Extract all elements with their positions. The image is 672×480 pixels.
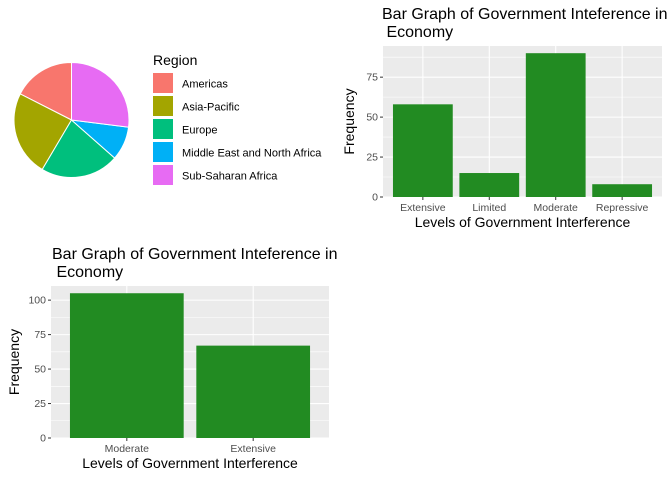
y-tick-label: 0 <box>40 433 46 445</box>
x-axis-title: Levels of Government Interference <box>82 455 298 471</box>
y-axis-title: Frequency <box>341 88 357 154</box>
pie-slice-sub-saharan-africa <box>71 61 130 128</box>
x-tick-label: Moderate <box>534 202 579 214</box>
x-axis-title: Levels of Government Interference <box>415 214 631 230</box>
legend-label: Middle East and North Africa <box>182 148 322 160</box>
legend-label: Asia-Pacific <box>182 102 240 114</box>
y-tick-label: 25 <box>366 152 378 164</box>
chart-title: Bar Graph of Government Inteference in E… <box>52 246 337 281</box>
legend-key <box>153 142 173 162</box>
legend-key <box>153 73 173 93</box>
bar-moderate <box>69 293 184 438</box>
pie-chart <box>13 61 130 178</box>
bar-moderate <box>525 53 586 197</box>
pie-slice-asia-pacific <box>13 93 73 171</box>
y-tick-label: 50 <box>366 112 378 124</box>
bar-chart-top: 0 25 50 75 Extensive Limited Moderate Repressiv… <box>341 6 667 230</box>
y-tick-label: 25 <box>34 398 46 410</box>
pie-slice-americas <box>19 61 72 121</box>
legend-label: Europe <box>182 125 217 137</box>
bar-repressive <box>592 184 653 197</box>
legend-key <box>153 96 173 116</box>
chart-title: Bar Graph of Government Inteference in E… <box>382 6 667 41</box>
bar-extensive <box>196 345 311 438</box>
y-axis-title: Frequency <box>6 329 22 395</box>
legend-label: Americas <box>182 79 228 91</box>
legend-label: Sub-Saharan Africa <box>182 171 278 183</box>
y-tick-label: 50 <box>34 364 46 376</box>
pie-legend: Region Americas Asia-Pacific Europe Middle E… <box>153 52 322 185</box>
legend-key <box>153 119 173 139</box>
bar-limited <box>459 173 520 197</box>
y-tick-label: 100 <box>28 295 46 307</box>
x-tick-label: Extensive <box>230 443 276 455</box>
y-tick-label: 0 <box>372 192 378 204</box>
y-tick-label: 75 <box>366 72 378 84</box>
x-tick-label: Extensive <box>400 202 446 214</box>
x-tick-label: Repressive <box>596 202 649 214</box>
x-tick-label: Limited <box>472 202 506 214</box>
pie-slice-europe <box>41 119 116 178</box>
bar-extensive <box>392 104 453 197</box>
legend-title: Region <box>153 52 197 68</box>
x-tick-label: Moderate <box>105 443 150 455</box>
legend-key <box>153 165 173 185</box>
y-tick-label: 75 <box>34 329 46 341</box>
